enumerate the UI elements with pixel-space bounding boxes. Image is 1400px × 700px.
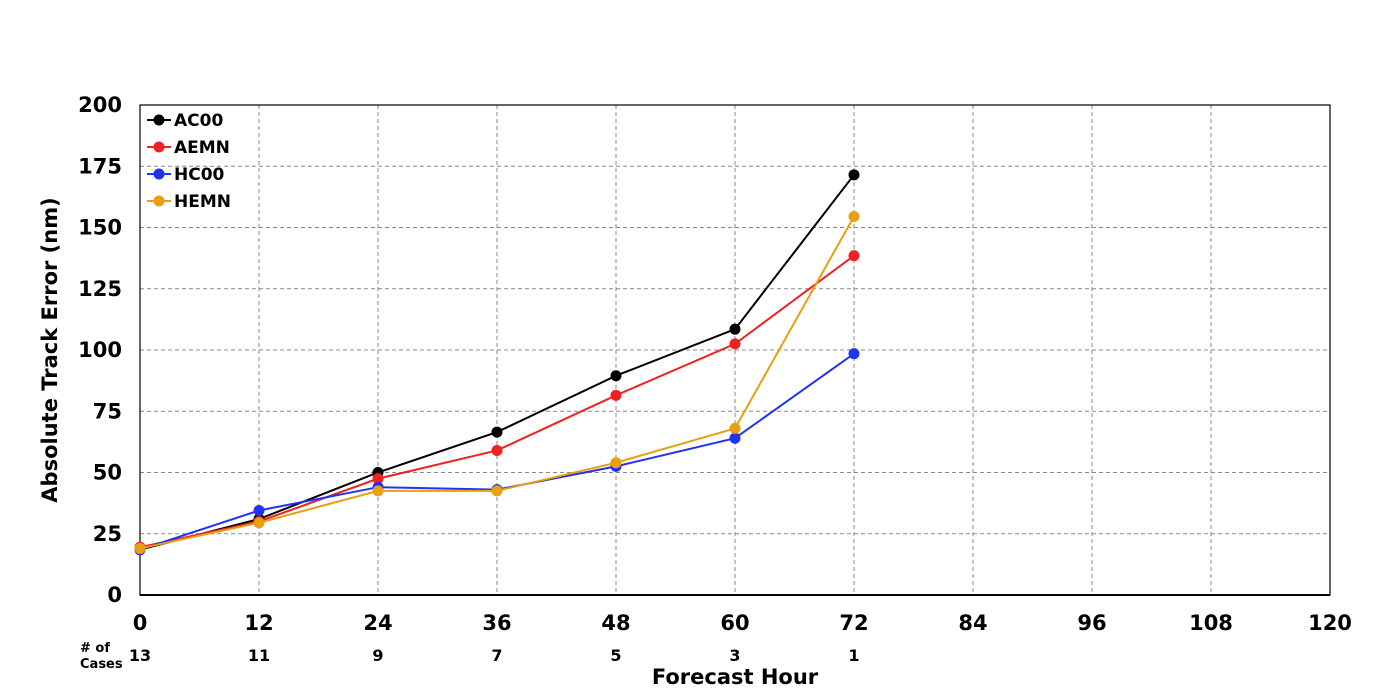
y-axis-title: Absolute Track Error (nm)	[38, 197, 62, 502]
x-tick-label: 96	[1077, 611, 1106, 635]
y-tick-label: 100	[78, 338, 122, 362]
x-tick-label: 60	[720, 611, 749, 635]
series-hemn	[134, 210, 860, 554]
legend-label: AC00	[174, 111, 223, 131]
y-tick-label: 200	[78, 93, 122, 117]
x-tick-label: 36	[482, 611, 511, 635]
y-tick-label: 25	[93, 522, 122, 546]
data-point-hemn	[610, 457, 622, 469]
legend-swatch-marker	[153, 168, 165, 180]
data-point-hemn	[372, 485, 384, 497]
legend-entry-ac00: AC00	[147, 111, 223, 131]
series	[134, 169, 860, 556]
case-count: 1	[848, 646, 859, 665]
x-tick-labels: 0 12 24 36 48 60 72 84 96 108 120	[133, 611, 1352, 635]
y-tick-labels: 0 25 50 75 100 125 150 175 200	[78, 93, 122, 607]
x-tick-label: 108	[1189, 611, 1233, 635]
x-tick-label: 120	[1308, 611, 1352, 635]
data-point-aemn	[610, 389, 622, 401]
grid	[140, 105, 1330, 595]
x-tick-label: 48	[601, 611, 630, 635]
x-tick-label: 72	[839, 611, 868, 635]
case-count: 9	[372, 646, 383, 665]
data-point-hemn	[134, 542, 146, 554]
y-tick-label: 125	[78, 277, 122, 301]
cases-label-line2: Cases	[80, 657, 123, 672]
x-tick-label: 84	[958, 611, 987, 635]
legend-label: HEMN	[174, 192, 231, 212]
legend-label: AEMN	[174, 138, 230, 158]
data-point-hc00	[729, 432, 741, 444]
data-point-aemn	[372, 473, 384, 485]
y-tick-label: 50	[93, 461, 122, 485]
legend-swatch-marker	[153, 195, 165, 207]
legend-entry-hemn: HEMN	[147, 192, 231, 212]
legend-entry-aemn: AEMN	[147, 138, 230, 158]
data-point-hemn	[491, 485, 503, 497]
case-counts: # of Cases 13 11 9 7 5 3 1	[80, 641, 860, 672]
data-point-ac00	[610, 370, 622, 382]
data-point-hemn	[253, 517, 265, 529]
legend-swatch-marker	[153, 114, 165, 126]
data-point-aemn	[491, 444, 503, 456]
data-point-hemn	[848, 210, 860, 222]
cases-label-line1: # of	[80, 641, 110, 656]
case-count: 11	[248, 646, 270, 665]
x-tick-label: 12	[244, 611, 273, 635]
legend-swatch-marker	[153, 141, 165, 153]
data-point-hemn	[729, 422, 741, 434]
case-count: 3	[729, 646, 740, 665]
data-point-aemn	[848, 250, 860, 262]
y-tick-label: 175	[78, 154, 122, 178]
x-tick-label: 0	[133, 611, 148, 635]
y-tick-label: 0	[107, 583, 122, 607]
x-axis-title: Forecast Hour	[652, 665, 819, 689]
data-point-ac00	[491, 426, 503, 438]
case-count: 7	[491, 646, 502, 665]
data-point-ac00	[848, 169, 860, 181]
case-count: 5	[610, 646, 621, 665]
case-count: 13	[129, 646, 151, 665]
legend-entry-hc00: HC00	[147, 165, 225, 185]
legend-label: HC00	[174, 165, 225, 185]
data-point-ac00	[729, 323, 741, 335]
legend: AC00 AEMN HC00 HEMN	[147, 111, 231, 212]
x-tick-label: 24	[363, 611, 392, 635]
y-tick-label: 150	[78, 216, 122, 240]
y-tick-label: 75	[93, 399, 122, 423]
data-point-hc00	[253, 504, 265, 516]
data-point-aemn	[729, 338, 741, 350]
data-point-hc00	[848, 348, 860, 360]
